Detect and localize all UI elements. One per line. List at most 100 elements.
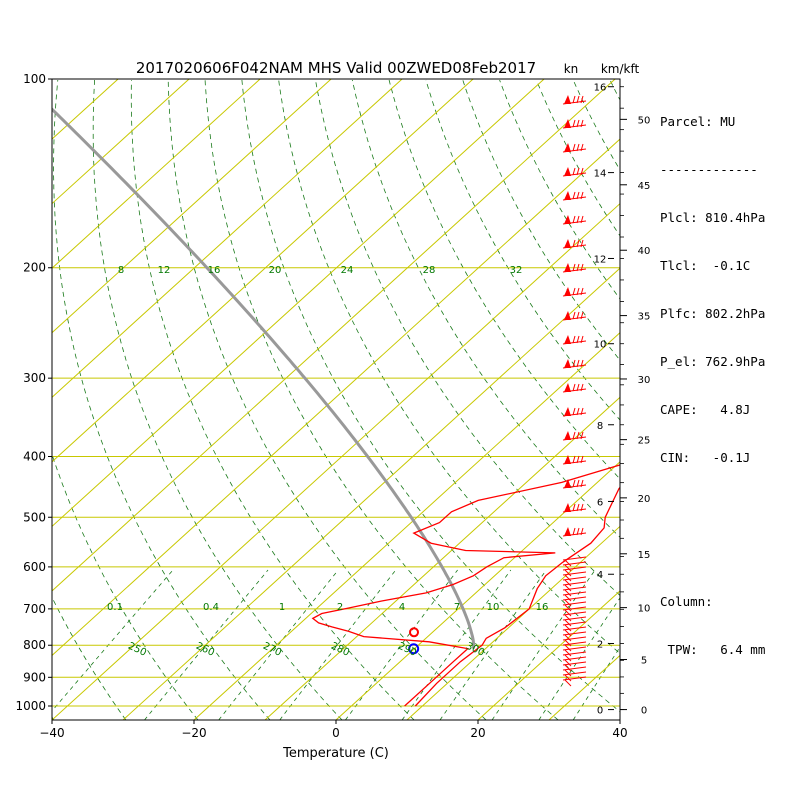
wind-barb <box>562 561 587 572</box>
wind-barb <box>562 407 587 417</box>
wind-barb-flag <box>564 383 571 392</box>
dry-adiabat <box>204 79 559 720</box>
wind-barb <box>562 566 587 577</box>
wind-barb-shaft <box>562 591 587 596</box>
parcel-separator: ------------- <box>660 162 758 177</box>
wind-barb-flag <box>564 287 571 296</box>
wind-barb <box>562 621 587 632</box>
wind-barb-shaft <box>562 626 587 631</box>
isotherm-line <box>477 590 620 720</box>
wind-barb <box>562 626 587 637</box>
isotherm-line <box>335 461 620 720</box>
wind-barb-flag <box>564 407 571 416</box>
wind-barb-feather <box>572 431 576 440</box>
temperature-tick-label: 40 <box>612 726 627 740</box>
wind-barb-feather <box>580 431 584 440</box>
wind-barb-feather <box>564 649 572 657</box>
dry-adiabat <box>499 79 620 300</box>
wind-barb-shaft <box>562 666 587 671</box>
temperature-tick-label: −40 <box>39 726 64 740</box>
wind-barb-feather <box>580 287 584 296</box>
wind-barb <box>562 455 587 465</box>
plot-frame <box>51 78 621 721</box>
wind-barb-feather <box>564 609 572 617</box>
wind-barb-shaft <box>562 651 587 656</box>
isotherm-line <box>52 79 119 140</box>
dry-adiabat <box>315 79 620 596</box>
wind-barb-flag <box>564 359 571 368</box>
dry-adiabat <box>794 80 800 720</box>
wind-barb-feather <box>576 407 580 416</box>
isotherm-line <box>52 79 190 205</box>
wind-barb <box>562 119 587 129</box>
mixing-ratio-label: 7 <box>454 602 460 613</box>
wind-barb-feather <box>580 479 584 488</box>
wind-barb <box>562 239 587 249</box>
wind-barb-feather <box>576 191 580 200</box>
wind-barb-feather <box>580 95 584 104</box>
wind-barb <box>562 611 587 622</box>
wind-barb-flag <box>564 311 571 320</box>
column-tpw: TPW: 6.4 mm <box>660 642 766 657</box>
wind-barb-feather <box>576 263 580 272</box>
dewpoint-profile <box>311 464 620 707</box>
wind-barb-feather <box>572 359 576 368</box>
wind-barb-feather <box>576 383 580 392</box>
kft-tick-label: 20 <box>638 494 651 505</box>
wind-barb-feather <box>576 119 580 128</box>
wind-barb-feather <box>572 527 576 536</box>
pressure-tick-label: 200 <box>23 261 46 275</box>
wind-barb-flag <box>564 239 571 248</box>
wind-barb-shaft <box>562 616 587 621</box>
mixing-ratio-label: 20 <box>269 265 282 276</box>
parcel-tlcl: Tlcl: -0.1C <box>660 258 751 273</box>
km-tick-label: 16 <box>594 83 607 94</box>
lcl-marker <box>408 643 420 655</box>
pressure-tick-label: 800 <box>23 638 46 652</box>
wind-barb-shaft <box>562 621 587 626</box>
wind-barb-shaft <box>562 566 587 571</box>
wind-barb-shaft <box>562 561 587 566</box>
temperature-tick-label: 0 <box>332 726 340 740</box>
x-axis-title: Temperature (C) <box>282 746 389 761</box>
wind-barb <box>562 591 587 602</box>
wind-barb-feather <box>576 335 580 344</box>
kft-tick-label: 15 <box>638 550 651 561</box>
kft-tick-label: 25 <box>638 436 651 447</box>
wind-barb-shaft <box>562 601 587 606</box>
isotherm-line <box>264 396 620 720</box>
dry-adiabat <box>241 79 620 713</box>
wind-barb <box>562 576 587 587</box>
wind-barb-flag <box>564 215 571 224</box>
wind-barb-feather <box>576 431 580 440</box>
wind-barb-feather <box>564 589 572 597</box>
wind-barb <box>562 596 587 607</box>
temperature-profile <box>414 486 620 707</box>
wind-barb-feather <box>572 287 576 296</box>
wind-barb-feather <box>572 311 576 320</box>
km-tick-label: 10 <box>594 340 607 351</box>
wind-barb-shaft <box>562 671 587 676</box>
parcel-plfc: Plfc: 802.2hPa <box>660 306 766 321</box>
wind-barb-feather <box>572 479 576 488</box>
isotherm-line <box>52 79 403 398</box>
wind-barb <box>562 479 587 489</box>
isotherm-line <box>52 79 332 334</box>
wind-barb-feather <box>580 359 584 368</box>
chart-title: 2017020606F042NAM MHS Valid 00ZWED08Feb2… <box>136 59 536 77</box>
wind-barb-feather <box>572 383 576 392</box>
dry-adiabat <box>52 453 199 720</box>
parcel-info-panel: Parcel: MU ------------- Plcl: 810.4hPa … <box>660 82 765 674</box>
dry-adiabat <box>425 79 620 421</box>
wind-barb-feather <box>572 215 576 224</box>
wind-barb-feather <box>564 594 572 602</box>
wind-barb-feather <box>576 359 580 368</box>
wind-barb-feather <box>580 143 584 152</box>
wind-barb-feather <box>564 674 572 682</box>
pressure-tick-label: 500 <box>23 510 46 524</box>
wind-barb <box>562 383 587 393</box>
kft-tick-label: 40 <box>638 246 651 257</box>
isotherm-line <box>122 267 620 720</box>
wind-barb-feather <box>564 619 572 627</box>
km-tick-label: 6 <box>597 497 603 508</box>
